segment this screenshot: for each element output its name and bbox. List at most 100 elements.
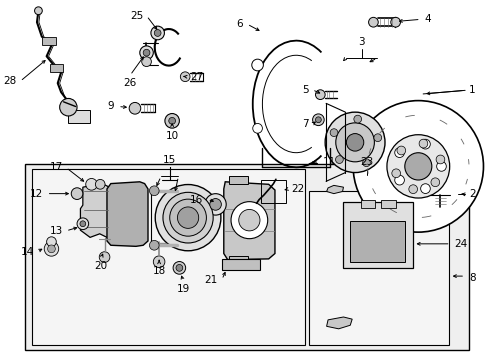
Text: 6: 6 (236, 19, 243, 29)
Ellipse shape (230, 202, 267, 239)
Ellipse shape (149, 240, 159, 250)
Ellipse shape (60, 98, 77, 116)
Text: 19: 19 (176, 284, 189, 294)
Bar (228, 176, 247, 184)
Text: 24: 24 (453, 239, 467, 249)
Ellipse shape (436, 162, 446, 171)
Text: 3: 3 (358, 37, 365, 46)
Ellipse shape (352, 100, 483, 232)
Ellipse shape (99, 252, 110, 262)
Ellipse shape (238, 210, 260, 231)
Ellipse shape (46, 237, 56, 247)
Ellipse shape (373, 134, 381, 141)
Ellipse shape (420, 184, 429, 193)
Ellipse shape (418, 139, 427, 148)
Ellipse shape (315, 90, 325, 99)
Bar (228, 256, 247, 263)
Ellipse shape (362, 159, 369, 167)
Ellipse shape (335, 156, 343, 163)
Text: 23: 23 (359, 157, 372, 167)
Bar (308, 191, 448, 345)
Ellipse shape (140, 46, 153, 59)
Ellipse shape (47, 245, 55, 253)
Text: 25: 25 (130, 11, 143, 21)
Text: 16: 16 (190, 195, 203, 205)
Text: 10: 10 (165, 131, 178, 140)
Ellipse shape (85, 179, 97, 190)
Text: 14: 14 (20, 247, 34, 257)
Ellipse shape (163, 192, 213, 243)
Bar (380, 201, 395, 208)
Ellipse shape (353, 115, 361, 123)
Bar (42, 37, 56, 45)
Ellipse shape (35, 7, 42, 15)
Bar (360, 201, 375, 208)
Text: 27: 27 (190, 72, 203, 82)
Text: 15: 15 (163, 155, 176, 165)
Ellipse shape (44, 242, 59, 256)
Ellipse shape (173, 261, 185, 274)
Ellipse shape (329, 129, 337, 136)
Ellipse shape (420, 139, 429, 149)
Ellipse shape (80, 221, 85, 227)
Ellipse shape (164, 113, 179, 128)
Ellipse shape (346, 134, 363, 151)
Text: 20: 20 (94, 261, 107, 271)
Text: 12: 12 (30, 189, 43, 199)
Text: 22: 22 (291, 184, 304, 194)
Text: 26: 26 (123, 78, 137, 88)
Ellipse shape (169, 199, 206, 236)
Polygon shape (326, 317, 351, 329)
Polygon shape (326, 185, 343, 194)
Ellipse shape (129, 103, 141, 114)
Ellipse shape (430, 178, 439, 186)
Ellipse shape (386, 135, 449, 198)
Ellipse shape (155, 185, 221, 251)
Ellipse shape (177, 207, 198, 228)
Text: 2: 2 (468, 189, 475, 199)
Ellipse shape (325, 112, 384, 172)
Ellipse shape (176, 265, 183, 271)
Polygon shape (107, 182, 148, 246)
Ellipse shape (77, 218, 88, 230)
Ellipse shape (368, 17, 378, 27)
Ellipse shape (394, 148, 404, 158)
Bar (49, 64, 63, 72)
Ellipse shape (394, 175, 404, 185)
Ellipse shape (391, 169, 400, 178)
Ellipse shape (315, 117, 321, 123)
Text: 4: 4 (424, 14, 430, 24)
Polygon shape (80, 184, 117, 237)
Ellipse shape (153, 256, 164, 267)
Text: 21: 21 (204, 275, 218, 285)
Ellipse shape (204, 194, 226, 215)
Text: 5: 5 (302, 85, 308, 95)
Ellipse shape (312, 114, 324, 126)
Ellipse shape (435, 155, 444, 164)
Ellipse shape (396, 146, 405, 155)
Polygon shape (224, 182, 274, 260)
Ellipse shape (408, 185, 417, 194)
Bar (349, 221, 405, 262)
Ellipse shape (390, 17, 400, 27)
Ellipse shape (151, 26, 164, 40)
Bar (32, 169, 304, 345)
Ellipse shape (252, 123, 262, 133)
Ellipse shape (180, 72, 190, 82)
Ellipse shape (154, 30, 161, 36)
Text: 18: 18 (152, 266, 165, 276)
Text: 8: 8 (468, 273, 475, 283)
Text: 13: 13 (49, 226, 62, 236)
Ellipse shape (404, 153, 431, 180)
Ellipse shape (168, 117, 175, 124)
Ellipse shape (71, 188, 82, 199)
Bar (68, 110, 90, 123)
Ellipse shape (335, 123, 374, 162)
Bar (342, 202, 412, 268)
Text: 17: 17 (49, 162, 62, 172)
Text: 11: 11 (323, 157, 336, 167)
Ellipse shape (142, 57, 151, 67)
Text: 1: 1 (468, 85, 475, 95)
Bar (25, 164, 468, 350)
Text: 28: 28 (3, 76, 16, 86)
